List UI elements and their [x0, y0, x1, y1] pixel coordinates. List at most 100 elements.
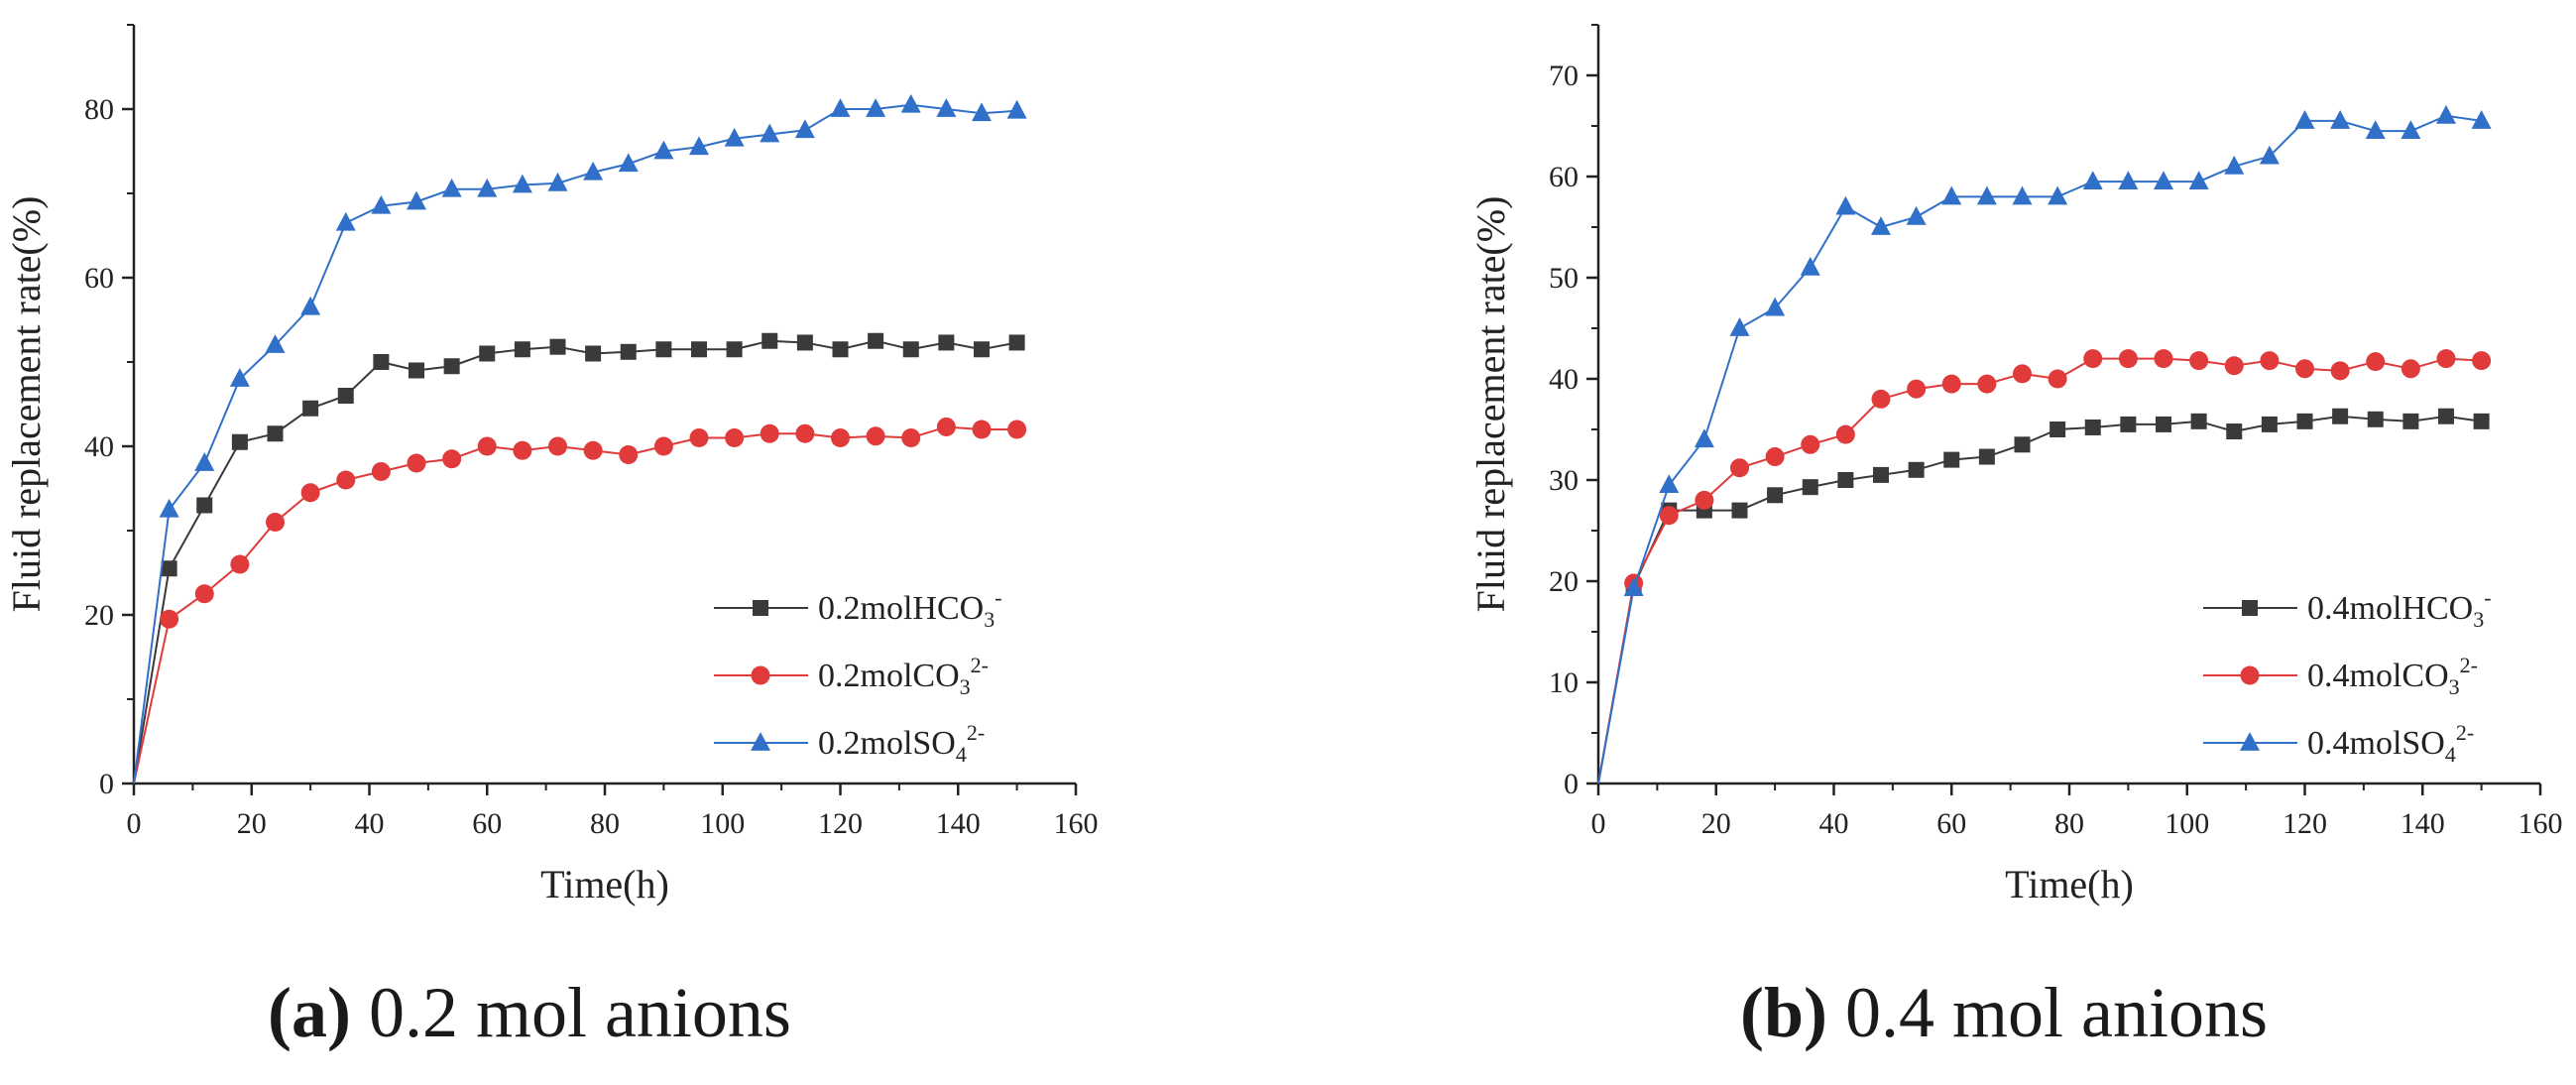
chart-b-x-tick-label: 20: [1701, 807, 1731, 840]
chart-b-series-2-point: [1906, 205, 1927, 225]
chart-a-series-2-point: [512, 174, 532, 193]
chart-a: 0 20 40 60 80 100 120 140 160 0 20 40 60 80 Time(h) Flu…: [4, 24, 1099, 906]
chart-a-series-2: [133, 93, 1027, 784]
chart-a-series-1-point: [548, 436, 567, 456]
chart-b-series-2-point: [2330, 109, 2351, 129]
chart-b-series-2-point: [2012, 185, 2033, 205]
chart-a-series-1-point: [300, 483, 320, 503]
chart-a-y-tick-label: 0: [99, 768, 114, 800]
chart-a-series-0-point: [761, 332, 778, 349]
chart-b-x-tick-label: 140: [2400, 807, 2445, 840]
chart-b-series-1-point: [1871, 389, 1891, 409]
chart-a-series-1-point: [336, 470, 356, 490]
chart-a-series-1-point: [513, 440, 532, 460]
chart-a-series-2-line: [133, 103, 1017, 784]
chart-a-series-1-point: [653, 436, 673, 456]
chart-a-series-1-point: [936, 417, 956, 436]
chart-a-series-1-point: [619, 445, 639, 464]
chart-a-series-0-point: [231, 433, 248, 450]
chart-a-series-0-point: [443, 358, 460, 375]
chart-b-series-2-point: [1871, 216, 1891, 235]
chart-a-series-2-point: [547, 172, 568, 191]
chart-a-series-2-point: [159, 498, 179, 518]
chart-a-series-2-point: [900, 93, 921, 113]
chart-b-y-tick-label: 70: [1549, 60, 1579, 92]
chart-b-series-2-point: [2224, 155, 2245, 175]
chart-b-x-tick-label: 100: [2165, 807, 2209, 840]
chart-a-series-1-point: [972, 420, 992, 439]
chart-a-series-2-point: [300, 296, 321, 315]
chart-b-y-tick-label: 30: [1549, 464, 1579, 497]
chart-b-series-2-point: [2118, 171, 2139, 190]
chart-b-series-2-point: [1941, 185, 1962, 205]
chart-a-series-2-point: [265, 334, 286, 353]
chart-b-series-0-point: [1837, 472, 1854, 488]
chart-b-series-1-point: [2330, 361, 2350, 381]
chart-a-legend-marker-2: [751, 732, 770, 751]
chart-b-legend-marker-0: [2242, 600, 2258, 616]
chart-b-series-1-point: [1941, 374, 1961, 394]
chart-a-series-2-point: [689, 136, 709, 156]
chart-a-series-0-point: [902, 341, 919, 358]
chart-b-series-0-point: [1978, 448, 1995, 465]
caption-b-letter: (b): [1740, 973, 1827, 1052]
chart-b-legend: 0.4molHCO3- 0.4molCO32- 0.4molSO42-: [2203, 585, 2492, 767]
chart-a-series-2-point: [371, 194, 392, 214]
chart-a-series-2-point: [583, 161, 604, 181]
chart-b-series-1-point: [1695, 490, 1714, 510]
chart-a-series-0-point: [691, 341, 707, 358]
chart-a-series-1-point: [901, 428, 921, 447]
chart-b-series-1-point: [2083, 349, 2103, 369]
chart-a-series-0-point: [938, 334, 955, 351]
chart-b-series-2-point: [2471, 109, 2492, 129]
chart-b-series-1-line: [1597, 357, 2482, 784]
chart-b-series-2-point: [1623, 577, 1644, 597]
chart-b-series-2-point: [2154, 171, 2173, 190]
chart-a-x-tick-label: 0: [127, 807, 142, 840]
chart-a-series-0-point: [479, 345, 496, 362]
chart-a-series-0-point: [549, 338, 566, 355]
chart-a-legend-marker-1: [751, 665, 770, 685]
chart-a-series-1-point: [689, 428, 709, 447]
chart-b-x-tick-label: 160: [2518, 807, 2563, 840]
chart-a-x-tick-label: 20: [237, 807, 267, 840]
chart-b-legend-marker-2: [2240, 732, 2260, 751]
chart-a-legend-label-1: 0.2molCO32-: [818, 653, 989, 699]
chart-a-x-label: Time(h): [540, 862, 669, 906]
chart-b-series-1-point: [2366, 352, 2386, 372]
chart-a-series-1-point: [160, 609, 179, 629]
chart-b-series-0-point: [2156, 416, 2171, 432]
chart-b-series-0-point: [2049, 422, 2066, 437]
chart-b-series-1-point: [2224, 356, 2244, 376]
chart-a-series-0-point: [620, 343, 637, 360]
chart-b-series-0-point: [1767, 487, 1784, 504]
chart-a-series-0-point: [373, 354, 390, 370]
chart-a-series-0-point: [409, 362, 424, 379]
chart-b-series-1-point: [1977, 374, 1997, 394]
chart-a-x-tick-label: 100: [700, 807, 745, 840]
chart-b-series-0-point: [2261, 416, 2278, 432]
chart-b-series-0-point: [2332, 408, 2349, 424]
chart-b-series-0-point: [2296, 413, 2313, 429]
caption-a-letter: (a): [268, 973, 351, 1052]
chart-a-series-0-point: [267, 425, 284, 442]
chart-b-legend-label-2: 0.4molSO42-: [2307, 720, 2474, 767]
chart-b-x-tick-label: 120: [2283, 807, 2327, 840]
caption-b-text: 0.4 mol anions: [1845, 973, 2268, 1052]
chart-a-series-0-point: [514, 341, 530, 358]
chart-b-y-label: Fluid replacement rate(%): [1468, 196, 1513, 613]
chart-b-series-0-point: [2367, 411, 2384, 427]
chart-a-legend-marker-0: [753, 600, 768, 616]
chart-b-series-1-point: [2048, 369, 2067, 389]
chart-b-series-0-point: [2014, 436, 2031, 453]
chart-b-y-tick-label: 10: [1549, 666, 1579, 699]
chart-b-series-1-point: [1765, 447, 1785, 467]
chart-a-series-1-point: [1007, 420, 1027, 439]
chart-b-series-0-point: [2402, 413, 2419, 429]
chart-b-series-1-point: [2260, 351, 2280, 371]
chart-a-series-2-point: [866, 98, 886, 117]
chart-a-legend-label-2: 0.2molSO42-: [818, 720, 985, 767]
chart-b-legend-marker-1: [2240, 665, 2260, 685]
chart-b-y-tick-label: 0: [1564, 768, 1579, 800]
chart-a-series-1-point: [866, 426, 885, 446]
